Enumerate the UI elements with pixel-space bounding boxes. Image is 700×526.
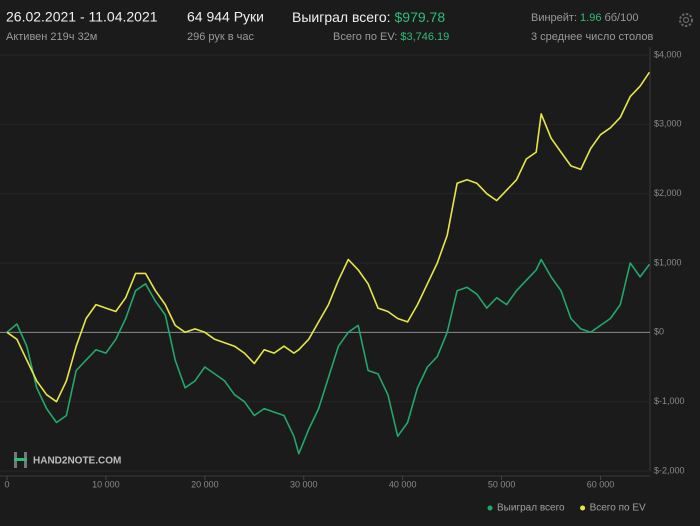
- y-tick-label: $3,000: [654, 119, 682, 129]
- y-tick-label: $2,000: [654, 188, 682, 198]
- ev-label: Всего по EV:: [333, 31, 397, 43]
- series-line: [6, 258, 651, 455]
- winrate: Винрейт: 1.96 бб/100: [531, 12, 638, 24]
- y-tick-label: $-1,000: [654, 396, 685, 406]
- logo: HAND2NOTE.COM: [14, 452, 121, 468]
- settings-button[interactable]: [679, 13, 693, 27]
- ev-total: Всего по EV: $3,746.19: [333, 31, 449, 43]
- x-tick-label: 10 000: [92, 479, 120, 489]
- x-tick-label: 40 000: [389, 479, 417, 489]
- hands: 64 944 Руки: [187, 9, 264, 25]
- legend-marker: [487, 505, 493, 511]
- gear: [679, 13, 693, 27]
- winrate-unit: бб/100: [604, 12, 638, 24]
- x-tick-label: 0: [4, 479, 9, 489]
- y-tick-label: $4,000: [654, 49, 682, 59]
- y-tick-label: $-2,000: [654, 465, 685, 475]
- series-line: [6, 71, 651, 403]
- x-tick-label: 60 000: [587, 479, 615, 489]
- x-tick-label: 50 000: [488, 479, 516, 489]
- y-tick-label: $0: [654, 327, 664, 337]
- x-tick-label: 20 000: [191, 479, 219, 489]
- legend-marker: [580, 505, 586, 511]
- hands-per-hour: 296 рук в час: [187, 31, 255, 43]
- winrate-value: 1.96: [580, 12, 601, 24]
- period: 26.02.2021 - 11.04.2021: [6, 9, 158, 25]
- gear-center: [682, 16, 690, 24]
- active-time: Активен 219ч 32м: [6, 31, 97, 43]
- legend-label: Всего по EV: [590, 503, 646, 514]
- won-total: Выиграл всего: $979.78: [292, 9, 445, 25]
- y-tick-label: $1,000: [654, 257, 682, 267]
- winrate-label: Винрейт:: [531, 12, 577, 24]
- legend-label: Выиграл всего: [497, 503, 565, 514]
- tables: 3 среднее число столов: [531, 31, 653, 43]
- logo-bar: [14, 458, 27, 461]
- plot: $-2,000 $-1,000 $0 $1,000 $2,000 $3,000 $4,000…: [0, 47, 685, 514]
- won-value: $979.78: [395, 9, 446, 25]
- ev-value: $3,746.19: [400, 31, 449, 43]
- won-label: Выиграл всего:: [292, 9, 391, 25]
- x-tick-label: 30 000: [290, 479, 318, 489]
- logo-text: HAND2NOTE.COM: [33, 456, 121, 467]
